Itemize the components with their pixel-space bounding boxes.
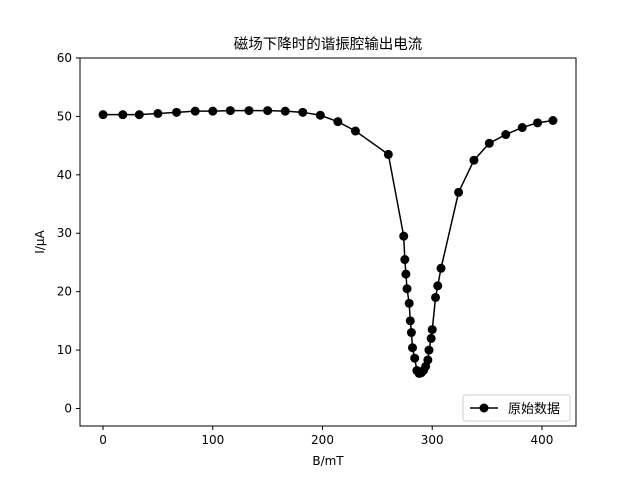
data-point: [406, 328, 416, 338]
data-point: [350, 126, 360, 136]
y-tick-label: 10: [57, 343, 72, 357]
data-point: [517, 123, 527, 133]
data-point: [533, 118, 543, 128]
data-point: [244, 106, 254, 116]
data-point: [427, 325, 437, 335]
data-point: [410, 353, 420, 363]
data-point: [404, 298, 414, 308]
data-point: [454, 187, 464, 197]
data-point: [190, 106, 200, 116]
data-point: [118, 110, 128, 120]
legend-marker-sample: [479, 403, 489, 413]
x-tick-label: 100: [201, 433, 224, 447]
data-point: [484, 138, 494, 148]
data-point: [399, 231, 409, 241]
data-point: [315, 110, 325, 120]
data-point: [402, 284, 412, 294]
data-point: [98, 110, 108, 120]
data-point: [405, 316, 415, 326]
x-axis-label: B/mT: [312, 454, 344, 468]
data-point: [333, 117, 343, 127]
data-point: [426, 333, 436, 343]
data-point: [134, 110, 144, 120]
x-tick-label: 400: [531, 433, 554, 447]
data-point: [401, 269, 411, 279]
x-tick-label: 200: [311, 433, 334, 447]
data-point: [424, 345, 434, 355]
axes-frame: [79, 57, 577, 427]
legend: 原始数据: [462, 394, 571, 422]
x-tick-label: 0: [99, 433, 107, 447]
x-tick-label: 300: [421, 433, 444, 447]
data-point: [433, 281, 443, 291]
y-axis-label: I/μA: [33, 230, 47, 254]
data-point: [431, 292, 441, 302]
y-tick-label: 50: [57, 109, 72, 123]
data-point: [383, 149, 393, 159]
data-point: [172, 107, 182, 117]
data-point: [469, 155, 479, 165]
data-point: [501, 130, 511, 140]
legend-box: [462, 394, 571, 422]
y-tick-label: 0: [64, 401, 72, 415]
data-point: [423, 355, 433, 365]
plot-area: [98, 106, 558, 378]
y-tick-label: 60: [57, 51, 72, 65]
data-point: [407, 343, 417, 353]
data-point: [298, 107, 308, 117]
data-point: [548, 116, 558, 126]
legend-label: 原始数据: [508, 402, 560, 417]
y-tick-label: 40: [57, 168, 72, 182]
y-tick-label: 20: [57, 285, 72, 299]
y-axis: 0 10 20 30 40 50 60: [57, 51, 80, 415]
x-axis: 0 100 200 300 400: [99, 426, 553, 447]
data-point: [436, 263, 446, 273]
data-point: [208, 106, 218, 116]
data-point: [263, 106, 273, 116]
data-point: [153, 108, 163, 118]
data-point: [225, 106, 235, 116]
data-point: [400, 255, 410, 265]
chart-title: 磁场下降时的谐振腔输出电流: [234, 36, 423, 53]
data-point: [280, 106, 290, 116]
series-line: [103, 109, 554, 375]
y-tick-label: 30: [57, 226, 72, 240]
